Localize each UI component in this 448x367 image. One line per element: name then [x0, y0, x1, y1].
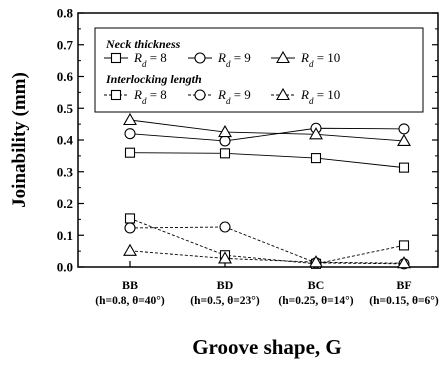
legend-label: Rd = 8: [133, 87, 167, 106]
marker-triangle: [276, 87, 290, 101]
marker-square: [398, 240, 410, 251]
series-line: [129, 127, 405, 142]
y-tick-label: 0.4: [57, 133, 74, 148]
series-neck-rd8: [124, 147, 410, 173]
axes-layer: 0.0 0.1 0.2 0.3 0.4 0.5 0.6 0.7 0.8 BB (h=0.8, θ=4…: [57, 6, 439, 308]
x-tick-sublabel: (h=0.15, θ=6°): [369, 295, 439, 307]
legend-group-title: Interlocking length: [105, 72, 202, 86]
series-layer: [123, 112, 411, 270]
legend-item: Rd = 8: [104, 50, 167, 69]
marker-circle: [124, 128, 136, 140]
marker-circle: [194, 52, 206, 64]
series-interlocking-rd10: [123, 243, 411, 269]
marker-circle: [219, 221, 231, 233]
x-axis-label: Groove shape, G: [192, 335, 342, 359]
marker-triangle: [218, 251, 232, 264]
marker-circle: [124, 222, 136, 234]
marker-triangle: [276, 50, 290, 64]
y-axis-label: Joinability (mm): [9, 72, 30, 208]
legend-item: Rd = 8: [104, 87, 167, 106]
series-line: [129, 226, 405, 265]
legend-label: Rd = 10: [300, 50, 340, 69]
series-line: [129, 218, 405, 265]
legend-box: [94, 27, 424, 113]
marker-circle: [219, 135, 231, 147]
series-interlocking-rd9: [124, 221, 410, 270]
legend-label: Rd = 9: [217, 87, 251, 106]
legend-label: Rd = 8: [133, 50, 167, 69]
y-tick-label: 0.7: [57, 37, 74, 52]
y-tick-label: 0.8: [57, 6, 74, 21]
marker-square: [398, 162, 410, 173]
legend-item: Rd = 10: [271, 87, 340, 106]
marker-triangle: [309, 255, 323, 268]
marker-triangle: [397, 256, 411, 269]
x-tick-label: BF: [396, 278, 411, 292]
series-neck-rd9: [124, 122, 410, 147]
legend-label: Rd = 10: [300, 87, 340, 106]
y-tick-label: 0.6: [57, 69, 74, 84]
series-line: [129, 119, 405, 142]
y-tick-label: 0.5: [57, 101, 74, 116]
y-tick-label: 0.3: [57, 164, 74, 179]
series-neck-rd10: [123, 112, 411, 147]
marker-square: [110, 89, 122, 101]
legend-item: Rd = 10: [271, 50, 340, 69]
marker-triangle: [123, 112, 137, 126]
x-tick-sublabel: (h=0.8, θ=40°): [95, 295, 165, 307]
legend-item: Rd = 9: [188, 87, 251, 106]
x-tick-label: BC: [308, 278, 325, 292]
legend-item: Rd = 9: [188, 50, 251, 69]
marker-square: [124, 213, 136, 224]
y-tick-label: 0.1: [57, 228, 73, 243]
marker-triangle: [123, 243, 137, 256]
y-tick-label: 0.0: [57, 260, 73, 275]
marker-triangle: [397, 133, 411, 147]
x-tick-label: BD: [217, 278, 234, 292]
marker-square: [219, 148, 231, 159]
marker-square: [110, 52, 122, 64]
legend-group-title: Neck thickness: [105, 37, 181, 51]
marker-circle: [194, 89, 206, 101]
x-tick-sublabel: (h=0.25, θ=14°): [278, 295, 353, 307]
marker-triangle: [218, 124, 232, 138]
series-line: [129, 152, 405, 169]
marker-square: [310, 153, 322, 164]
marker-square: [124, 147, 136, 158]
x-tick-sublabel: (h=0.5, θ=23°): [190, 295, 260, 307]
legend-label: Rd = 9: [217, 50, 251, 69]
marker-triangle: [309, 127, 323, 140]
marker-circle: [398, 123, 410, 135]
x-tick-label: BB: [122, 278, 138, 292]
y-tick-label: 0.2: [57, 196, 73, 211]
series-line: [129, 250, 405, 264]
